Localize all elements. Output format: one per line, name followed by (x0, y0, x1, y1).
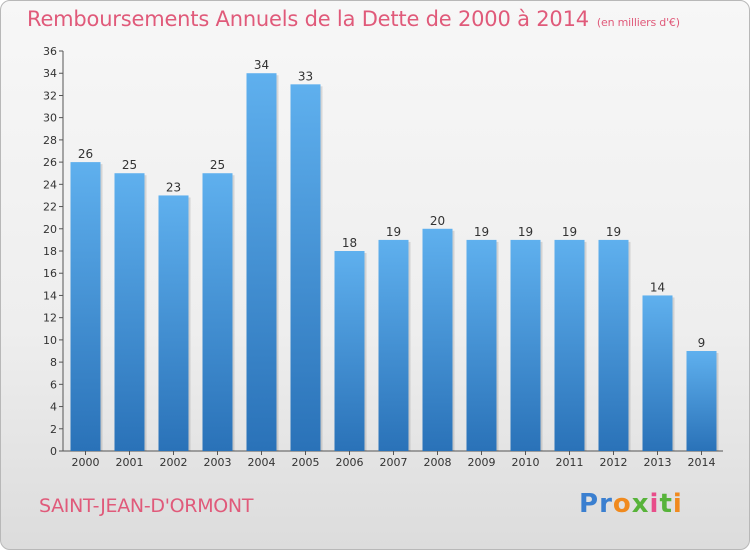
x-tick-label-2013: 2013 (644, 456, 672, 469)
y-tick-label: 14 (43, 289, 57, 302)
y-tick-label: 36 (43, 45, 57, 58)
data-label-2013: 14 (650, 280, 665, 294)
y-tick-label: 2 (50, 423, 57, 436)
x-tick-label-2008: 2008 (424, 456, 452, 469)
x-tick-label-2002: 2002 (160, 456, 188, 469)
proxiti-logo: Proxiti (579, 489, 683, 519)
data-label-2000: 26 (78, 147, 93, 161)
data-label-2002: 23 (166, 180, 181, 194)
x-tick-label-2007: 2007 (380, 456, 408, 469)
y-tick-label: 6 (50, 378, 57, 391)
y-tick-label: 4 (50, 401, 57, 414)
data-label-2012: 19 (606, 225, 621, 239)
bar-2004 (246, 73, 277, 451)
y-tick-label: 32 (43, 89, 57, 102)
y-tick-label: 34 (43, 67, 57, 80)
x-tick-label-2004: 2004 (248, 456, 276, 469)
y-tick-label: 20 (43, 223, 57, 236)
bar-2008 (422, 228, 453, 451)
y-tick-label: 0 (50, 445, 57, 458)
y-tick-label: 8 (50, 356, 57, 369)
data-label-2007: 19 (386, 225, 401, 239)
y-tick-label: 22 (43, 201, 57, 214)
x-tick-label-2001: 2001 (116, 456, 144, 469)
bar-2011 (554, 239, 585, 451)
x-tick-label-2005: 2005 (292, 456, 320, 469)
data-label-2008: 20 (430, 214, 445, 228)
x-tick-label-2012: 2012 (600, 456, 628, 469)
data-label-2001: 25 (122, 158, 137, 172)
data-label-2003: 25 (210, 158, 225, 172)
x-tick-label-2009: 2009 (468, 456, 496, 469)
bar-2000 (70, 162, 101, 451)
chart-unit: (en milliers d'€) (596, 16, 680, 29)
y-tick-label: 28 (43, 134, 57, 147)
x-tick-label-2010: 2010 (512, 456, 540, 469)
x-tick-label-2000: 2000 (72, 456, 100, 469)
y-tick-label: 16 (43, 267, 57, 280)
town-name: SAINT-JEAN-D'ORMONT (39, 495, 254, 517)
bar-2014 (686, 351, 717, 451)
data-label-2004: 34 (254, 58, 269, 72)
bar-2010 (510, 239, 541, 451)
x-tick-label-2003: 2003 (204, 456, 232, 469)
data-label-2010: 19 (518, 225, 533, 239)
data-label-2006: 18 (342, 236, 357, 250)
y-tick-label: 18 (43, 245, 57, 258)
bar-2006 (334, 251, 365, 451)
x-tick-label-2014: 2014 (688, 456, 716, 469)
data-label-2009: 19 (474, 225, 489, 239)
y-tick-label: 24 (43, 178, 57, 191)
data-label-2011: 19 (562, 225, 577, 239)
bar-2005 (290, 84, 321, 451)
bar-2007 (378, 239, 409, 451)
y-tick-label: 10 (43, 334, 57, 347)
y-tick-label: 12 (43, 312, 57, 325)
y-tick-label: 26 (43, 156, 57, 169)
data-label-2005: 33 (298, 69, 313, 83)
chart-title-text: Remboursements Annuels de la Dette de 20… (27, 7, 589, 31)
bar-2009 (466, 239, 497, 451)
bar-2003 (202, 173, 233, 451)
bar-2013 (642, 295, 673, 451)
x-tick-label-2011: 2011 (556, 456, 584, 469)
bar-2002 (158, 195, 189, 451)
bar-2012 (598, 239, 629, 451)
bar-2001 (114, 173, 145, 451)
x-tick-label-2006: 2006 (336, 456, 364, 469)
data-label-2014: 9 (698, 336, 706, 350)
y-tick-label: 30 (43, 112, 57, 125)
chart-title: Remboursements Annuels de la Dette de 20… (27, 7, 680, 31)
